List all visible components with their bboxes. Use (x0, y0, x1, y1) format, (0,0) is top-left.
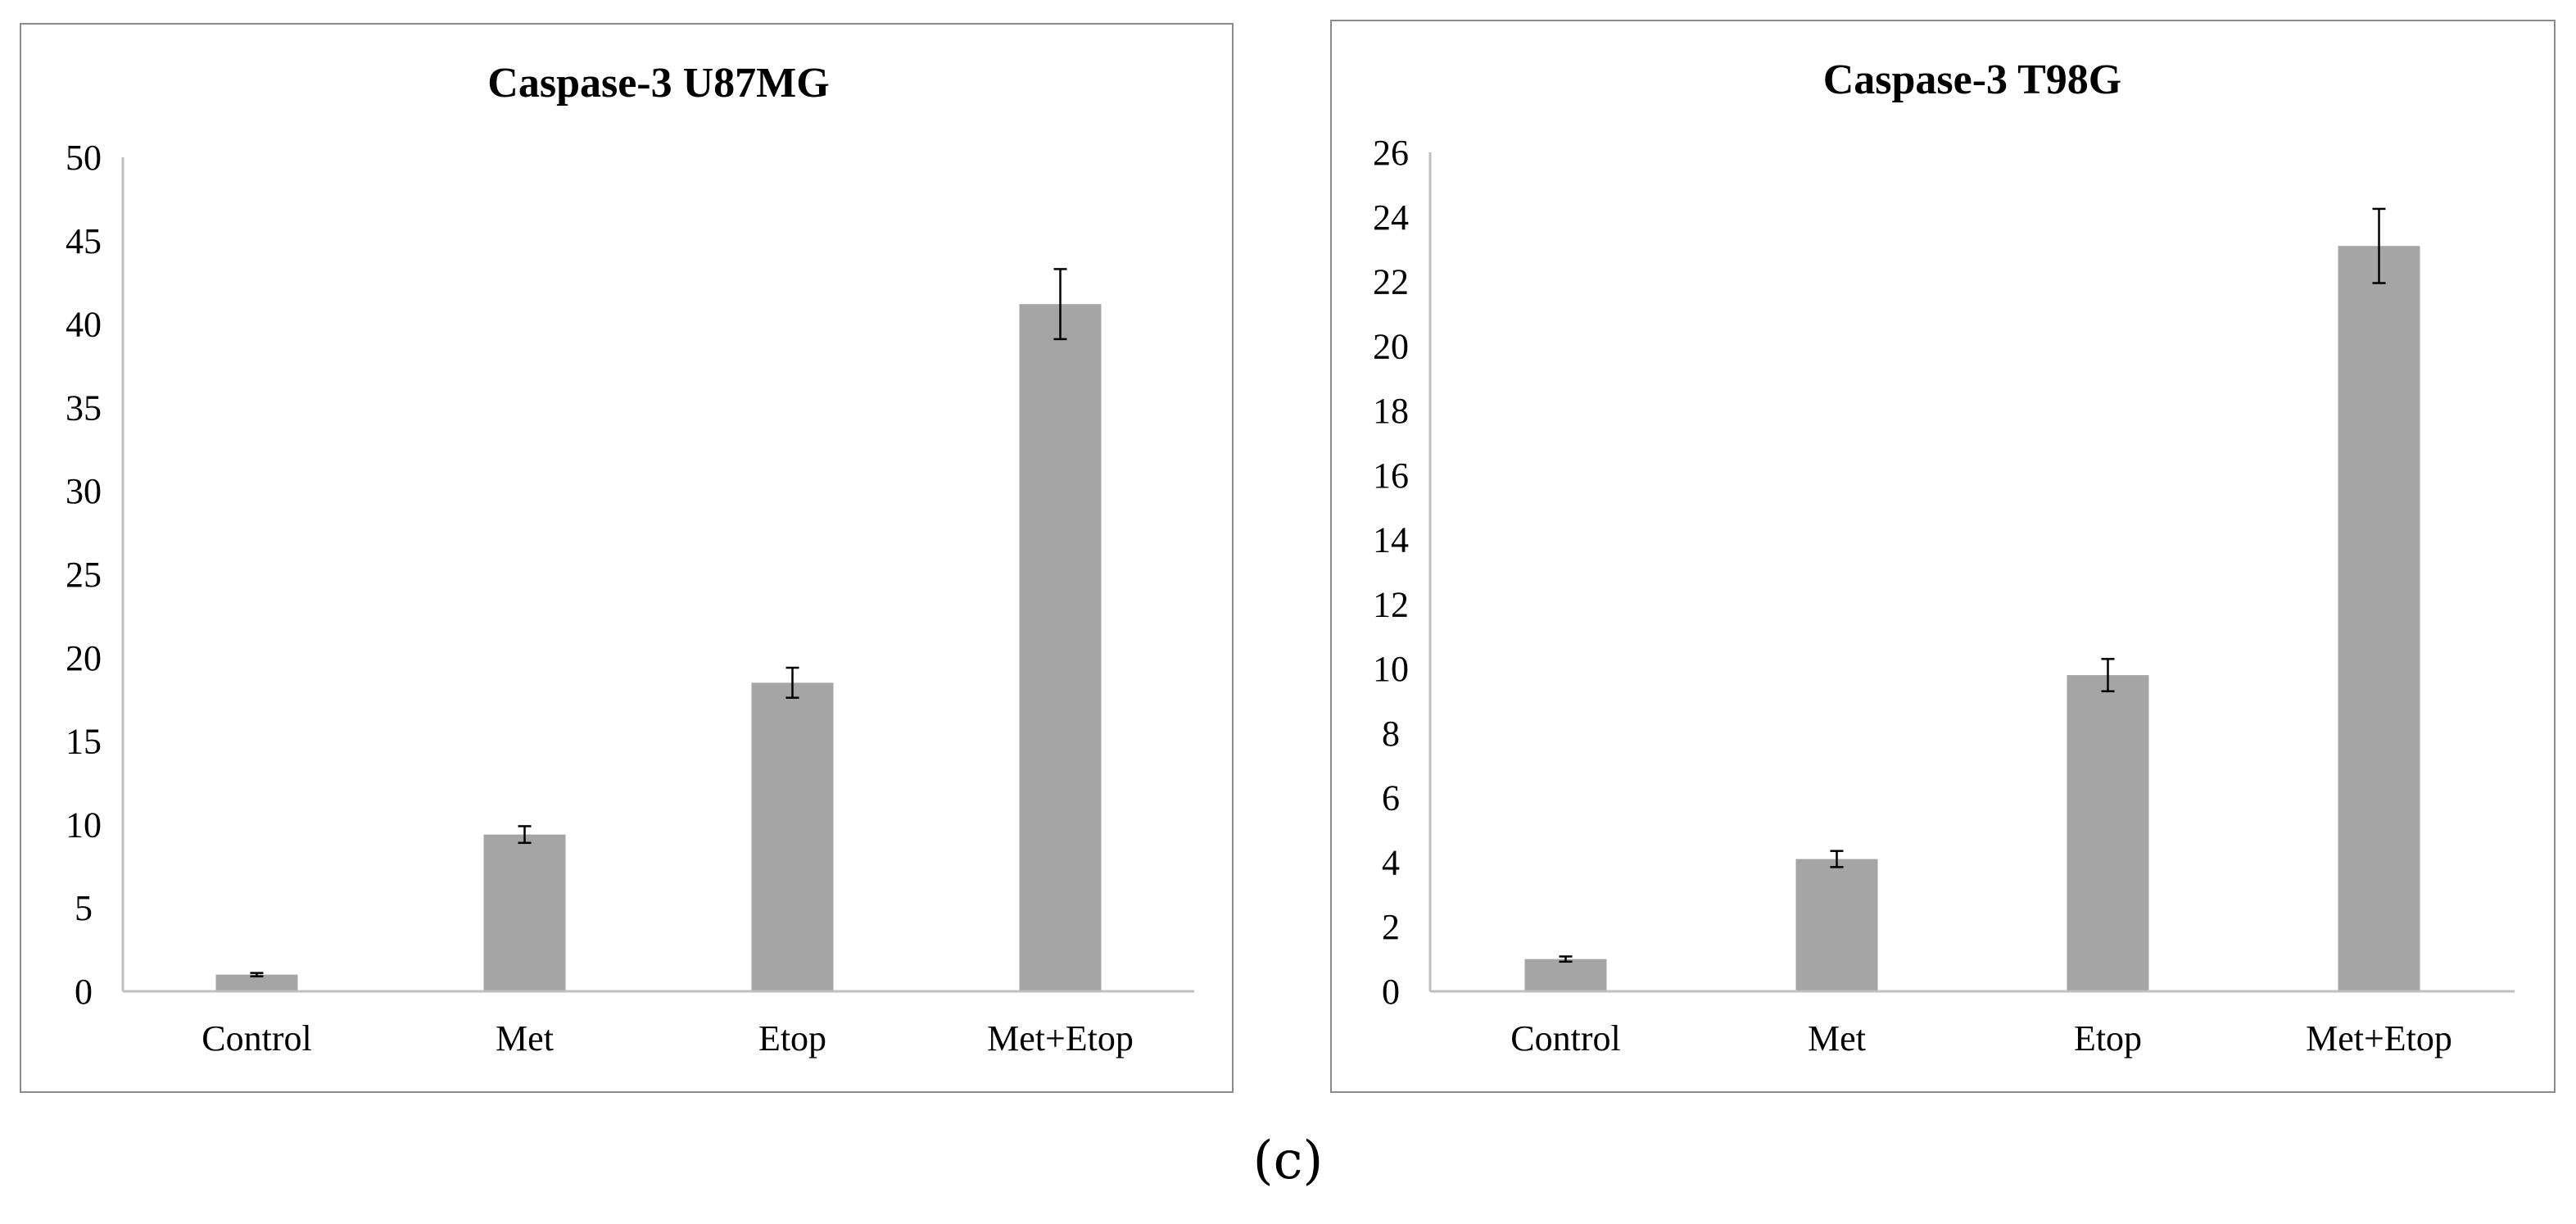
x-category-label: Met (1808, 1018, 1866, 1059)
y-tick-label: 6 (1382, 778, 1400, 818)
y-tick-label: 0 (1382, 972, 1400, 1012)
chart-panel-u87mg: Caspase-3 U87MG 0 5 10 15 20 25 30 35 40 45 50 Contr… (20, 23, 1234, 1093)
y-tick-label: 50 (66, 138, 102, 178)
bar-met (483, 834, 566, 991)
y-tick-label: 0 (75, 972, 93, 1012)
y-tick-label: 22 (1373, 262, 1409, 302)
y-tick-label: 4 (1382, 842, 1400, 882)
y-tick-label: 15 (66, 722, 102, 762)
bar-etop (2067, 675, 2149, 991)
x-category-label: Met+Etop (987, 1018, 1134, 1059)
chart-title: Caspase-3 T98G (1823, 57, 2122, 103)
y-tick-label: 30 (66, 471, 102, 511)
y-tick-label: 26 (1373, 133, 1409, 173)
y-tick-label: 24 (1373, 197, 1409, 238)
y-tick-label: 10 (66, 805, 102, 845)
figure-caption: (c) (1252, 1131, 1324, 1191)
x-category-label: Control (1510, 1018, 1620, 1059)
bar-control (1524, 959, 1607, 991)
bar-control (215, 974, 298, 991)
y-tick-label: 25 (66, 555, 102, 595)
chart-title: Caspase-3 U87MG (487, 60, 829, 107)
y-tick-label: 20 (1373, 326, 1409, 366)
y-tick-label: 35 (66, 388, 102, 428)
x-category-label: Control (201, 1018, 311, 1059)
y-tick-label: 14 (1373, 520, 1409, 560)
chart-t98g: Caspase-3 T98G02468101214161820222426Con… (1373, 57, 2515, 1059)
y-tick-label: 18 (1373, 391, 1409, 431)
bar-met-etop (1019, 304, 1102, 992)
bar-met-etop (2338, 246, 2420, 991)
y-tick-label: 8 (1382, 714, 1400, 754)
chart-panel-t98g: Caspase-3 T98G 0 2 4 6 8 10 12 14 16 18 20 22 24 26 Con… (1330, 20, 2556, 1093)
x-category-label: Etop (758, 1018, 826, 1059)
y-tick-label: 45 (66, 221, 102, 261)
y-tick-label: 40 (66, 305, 102, 345)
y-tick-label: 10 (1373, 649, 1409, 689)
chart-u87mg: Caspase-3 U87MG 0 5 10 15 20 25 30 35 40 45 50 Contr… (66, 60, 1194, 1059)
y-tick-label: 20 (66, 638, 102, 678)
bar-etop (751, 682, 834, 991)
y-tick-label: 2 (1382, 907, 1400, 947)
x-category-label: Met+Etop (2306, 1018, 2452, 1059)
y-tick-label: 16 (1373, 456, 1409, 496)
y-tick-label: 12 (1373, 584, 1409, 624)
x-category-label: Met (496, 1018, 554, 1059)
bar-met (1795, 859, 1878, 991)
y-tick-label: 5 (75, 888, 93, 928)
x-category-label: Etop (2074, 1018, 2142, 1059)
